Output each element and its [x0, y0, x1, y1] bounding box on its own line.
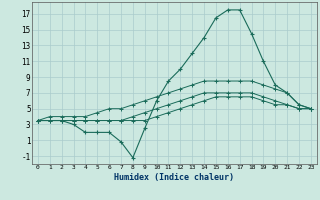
X-axis label: Humidex (Indice chaleur): Humidex (Indice chaleur): [115, 173, 234, 182]
